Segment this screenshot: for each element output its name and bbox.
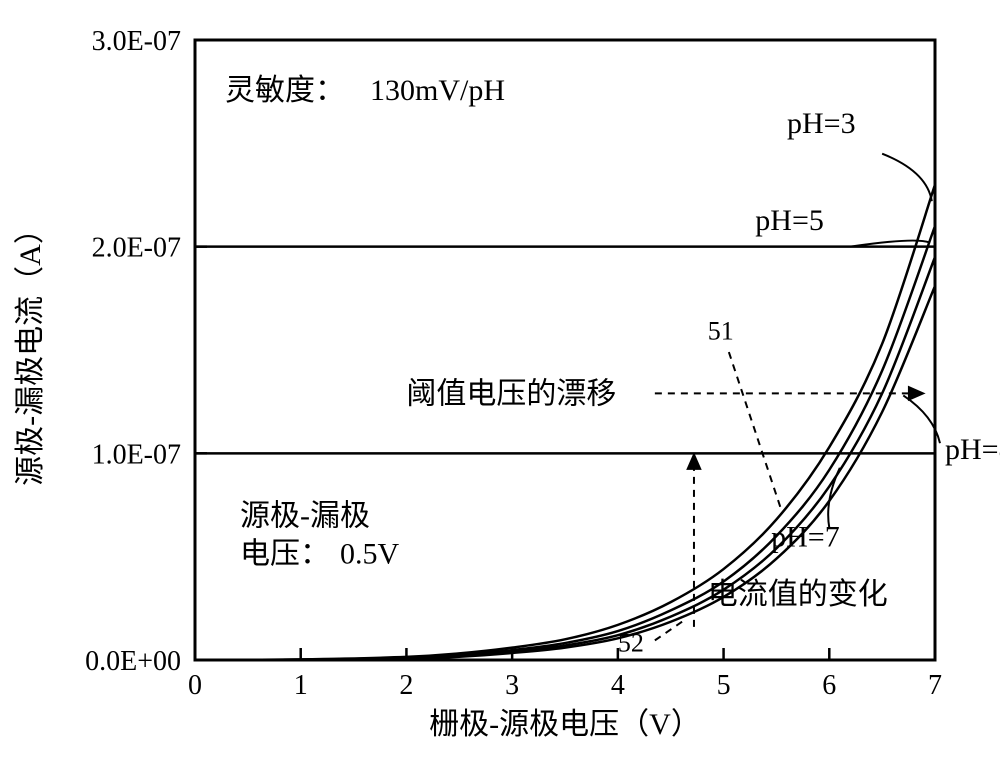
y-tick-label: 1.0E-07 bbox=[92, 439, 181, 470]
y-tick-label: 3.0E-07 bbox=[92, 26, 181, 57]
x-tick-label: 4 bbox=[611, 670, 625, 701]
sd-voltage-line2: 电压： bbox=[240, 538, 330, 571]
x-tick-label: 6 bbox=[822, 670, 836, 701]
x-tick-label: 2 bbox=[399, 670, 413, 701]
threshold-arrow-head bbox=[908, 386, 924, 400]
current-change-label: 电流值的变化 bbox=[708, 578, 888, 611]
label-ph8: pH=8 bbox=[945, 433, 1000, 466]
sd-voltage-value: 0.5V bbox=[340, 538, 400, 571]
marker-51-leader bbox=[729, 352, 782, 511]
y-axis-title: 源极-漏极电流（A） bbox=[14, 214, 47, 486]
y-tick-label: 0.0E+00 bbox=[85, 646, 181, 677]
marker-52: 52 bbox=[618, 628, 644, 657]
y-tick-label: 2.0E-07 bbox=[92, 233, 181, 264]
sensitivity-label: 灵敏度： bbox=[225, 74, 345, 107]
sensitivity-value: 130mV/pH bbox=[370, 74, 505, 107]
sd-voltage-line1: 源极-漏极 bbox=[240, 500, 370, 533]
marker-51: 51 bbox=[708, 317, 734, 346]
x-tick-label: 1 bbox=[294, 670, 308, 701]
chart-figure: 0 1 2 3 4 5 6 7 0.0E+00 1.0E-07 2.0E-07 3.0E-07 栅极-源… bbox=[0, 0, 1000, 774]
x-tick-label: 3 bbox=[505, 670, 519, 701]
label-ph5: pH=5 bbox=[755, 204, 824, 237]
leader-ph7 bbox=[828, 468, 840, 528]
x-tick-label: 0 bbox=[188, 670, 202, 701]
x-tick-label: 5 bbox=[717, 670, 731, 701]
threshold-shift-label: 阈值电压的漂移 bbox=[406, 377, 616, 410]
label-ph3: pH=3 bbox=[787, 107, 856, 140]
current-arrow-head bbox=[687, 453, 701, 469]
x-tick-label: 7 bbox=[928, 670, 942, 701]
leader-ph3 bbox=[882, 154, 932, 202]
x-axis-title: 栅极-源极电压（V） bbox=[429, 708, 701, 741]
chart-svg: 0 1 2 3 4 5 6 7 0.0E+00 1.0E-07 2.0E-07 3.0E-07 栅极-源… bbox=[0, 0, 1000, 774]
